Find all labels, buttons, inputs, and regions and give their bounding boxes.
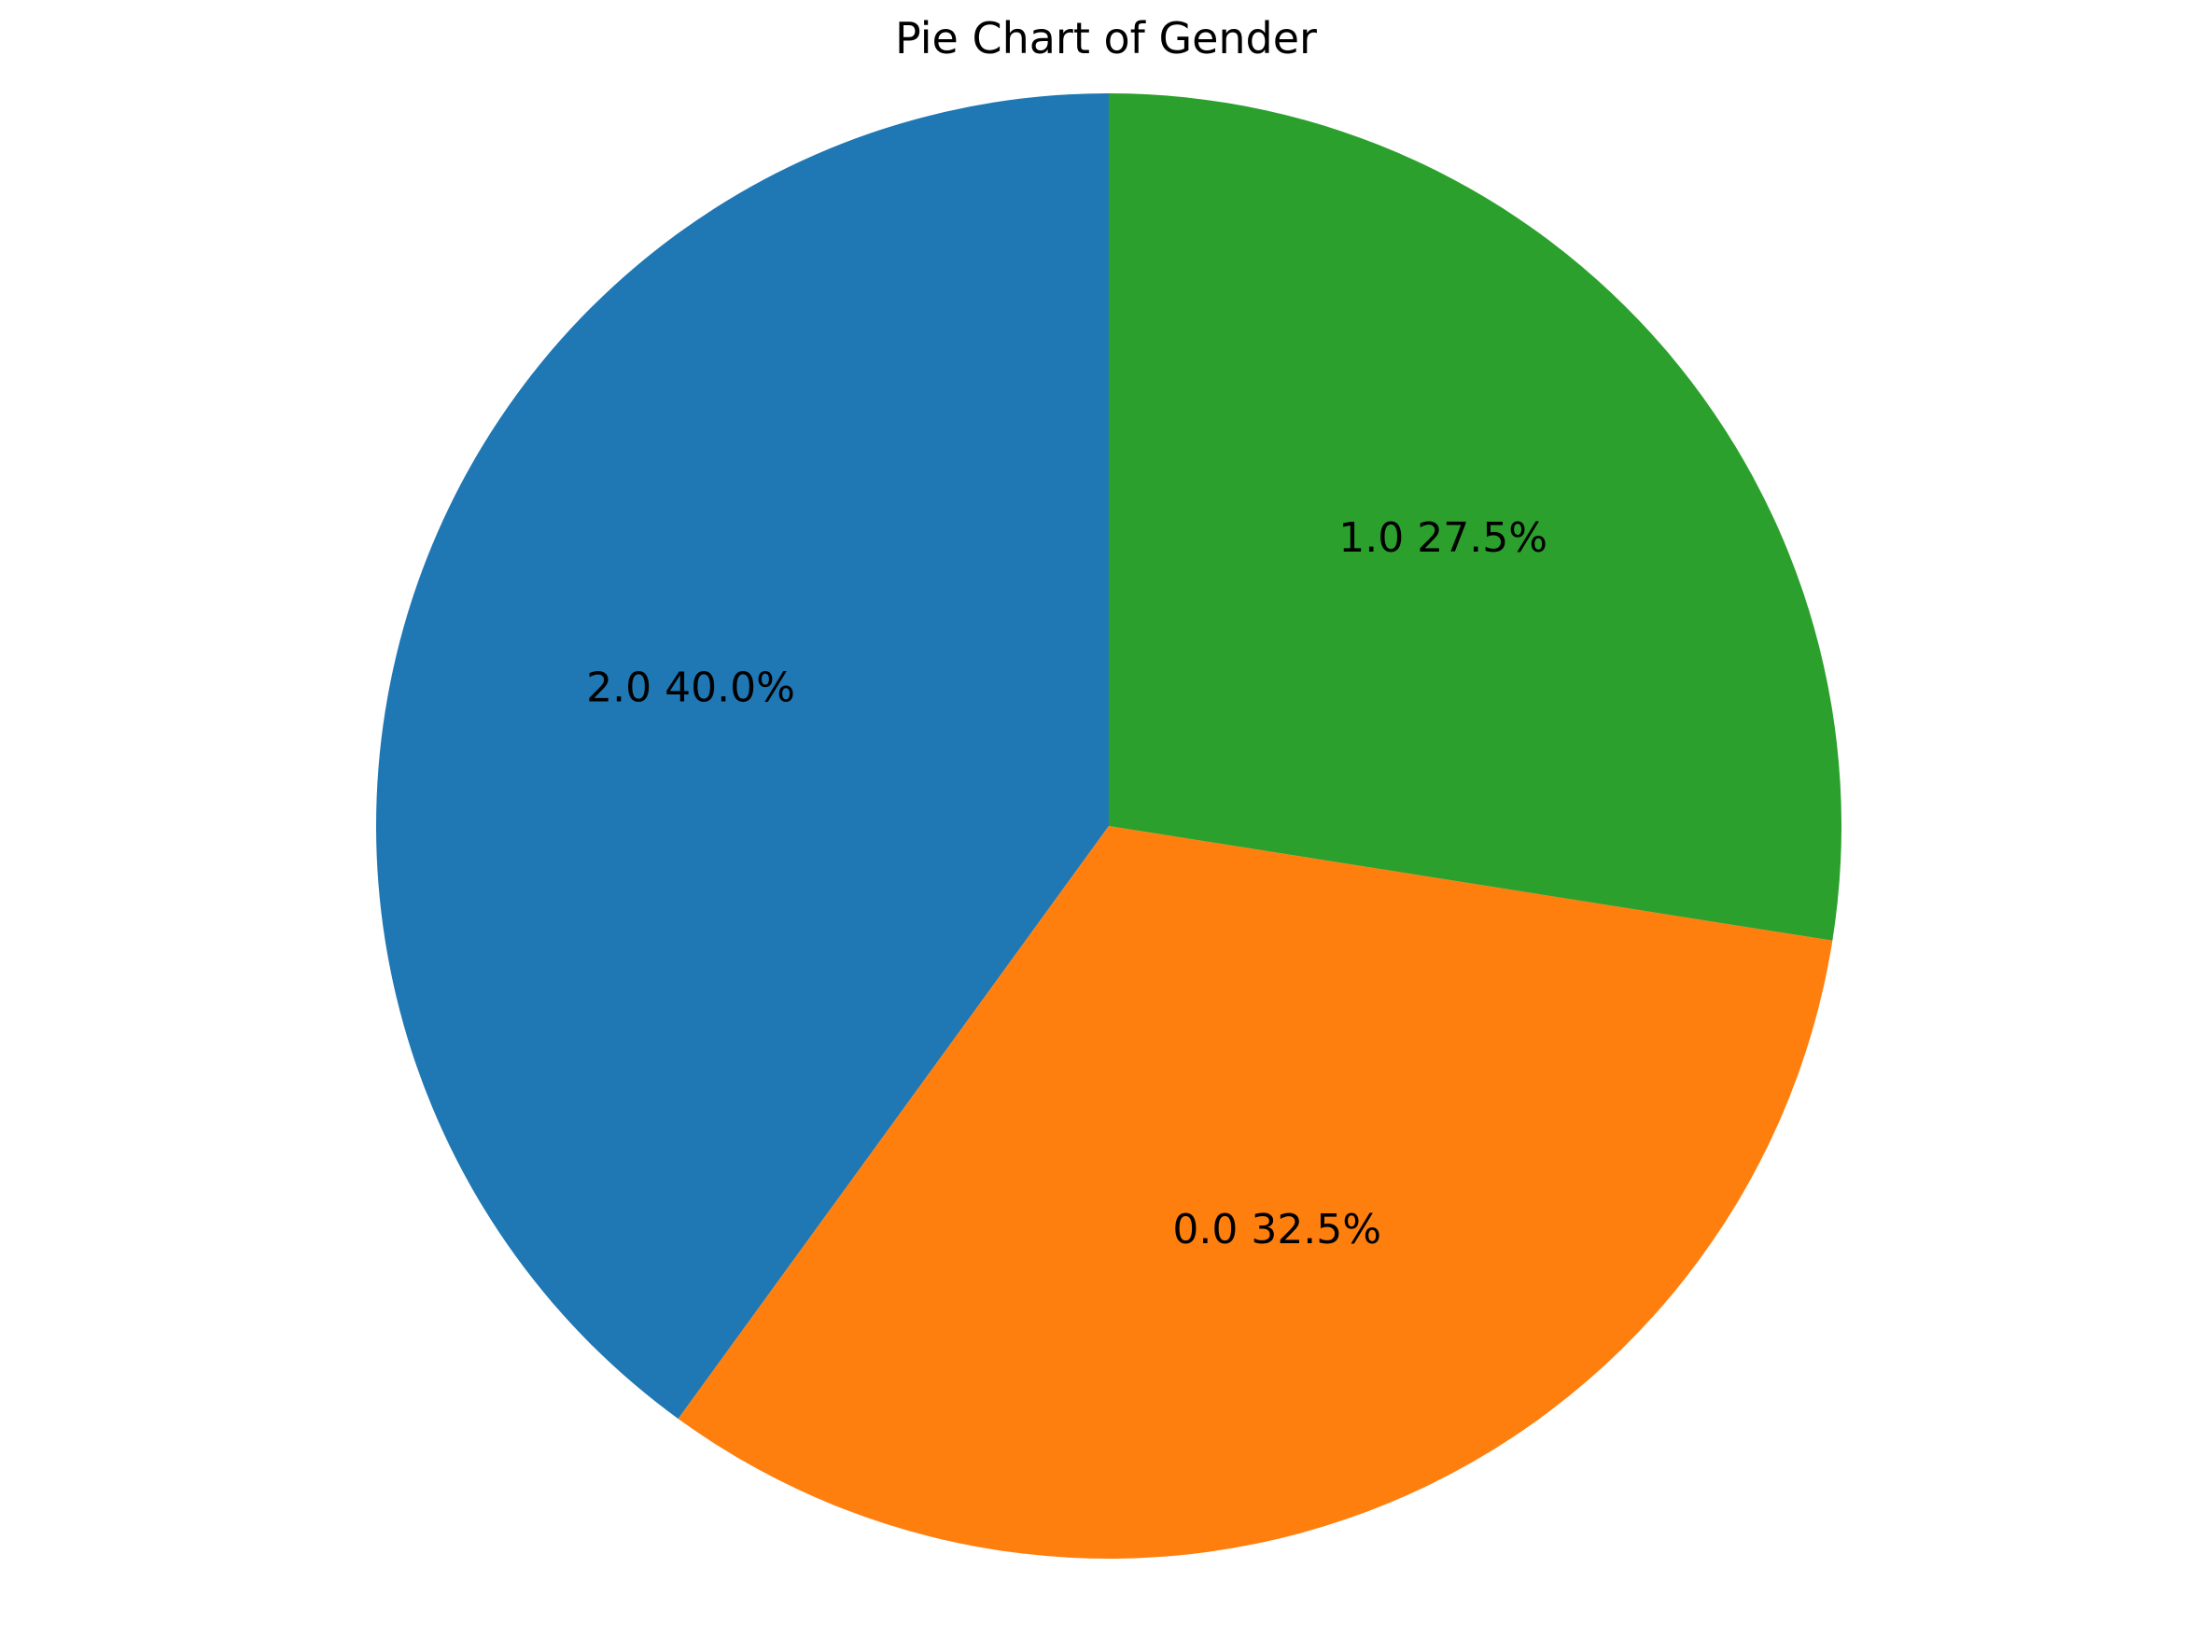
slice-label-1-0: 1.0 27.5% xyxy=(1338,514,1547,562)
pie-slice-1-0 xyxy=(1109,93,1841,941)
slice-label-2-0: 2.0 40.0% xyxy=(586,664,795,711)
pie-labels: 2.0 40.0% 0.0 32.5% 1.0 27.5% xyxy=(586,514,1547,1253)
chart-title: Pie Chart of Gender xyxy=(895,13,1317,63)
pie-slices xyxy=(376,93,1841,1559)
pie-slice-0-0 xyxy=(678,826,1833,1559)
slice-label-0-0: 0.0 32.5% xyxy=(1172,1206,1381,1253)
pie-slice-2-0 xyxy=(376,93,1110,1420)
